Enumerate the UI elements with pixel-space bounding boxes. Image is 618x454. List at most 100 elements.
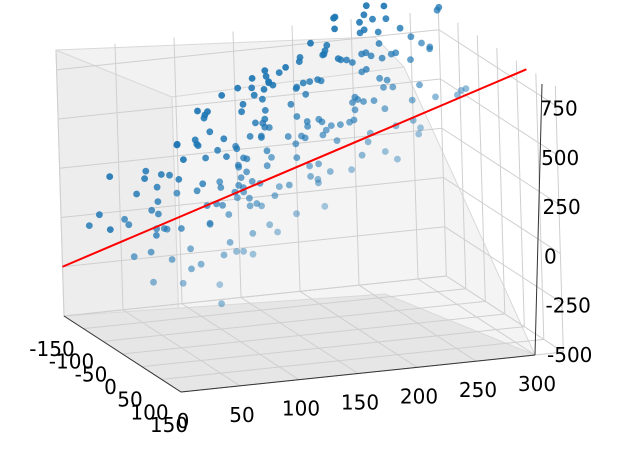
grid-back-x — [496, 48, 506, 315]
data-point — [168, 256, 176, 263]
data-point — [354, 96, 362, 103]
data-point — [315, 160, 322, 168]
data-point — [337, 121, 344, 128]
data-point — [218, 300, 226, 308]
data-point — [351, 106, 359, 114]
grid-left-z — [58, 78, 441, 120]
data-point — [356, 18, 363, 26]
data-point — [432, 93, 439, 101]
data-point — [234, 194, 241, 202]
data-point — [218, 92, 226, 99]
data-point — [148, 206, 156, 214]
fit-line — [62, 68, 527, 268]
data-point — [243, 168, 251, 176]
data-point — [262, 72, 270, 80]
data-point — [250, 91, 258, 99]
grid-back-x — [554, 86, 564, 353]
data-point — [394, 155, 401, 163]
data-point — [319, 131, 327, 139]
data-point — [166, 171, 173, 179]
data-point — [187, 245, 195, 253]
data-point — [364, 138, 372, 146]
data-point — [374, 28, 382, 36]
data-point — [246, 202, 254, 210]
data-point — [307, 39, 314, 47]
grid-left-y — [114, 43, 124, 310]
data-point — [266, 221, 274, 229]
data-point — [383, 76, 391, 84]
data-point — [199, 180, 207, 188]
z-tick-label: 0 — [544, 244, 557, 268]
data-point — [96, 211, 103, 219]
data-point — [106, 173, 114, 181]
grid-floor-x — [161, 338, 544, 380]
y-tick-label: 250 — [459, 378, 497, 402]
data-point — [298, 132, 305, 140]
data-point — [248, 84, 256, 92]
data-point — [408, 96, 416, 104]
data-point — [349, 59, 356, 66]
data-point — [261, 107, 269, 114]
grid-floor-x — [122, 313, 505, 355]
grid-back-x — [457, 22, 467, 289]
data-point — [193, 140, 201, 148]
data-point — [260, 86, 268, 93]
data-point — [217, 184, 225, 191]
grid-floor-y — [240, 297, 359, 374]
grid-back-x — [515, 60, 525, 327]
data-point — [263, 162, 271, 170]
data-point — [200, 114, 208, 122]
data-points — [85, 2, 470, 308]
data-point — [125, 221, 133, 229]
data-point — [258, 132, 265, 140]
data-point — [322, 126, 330, 134]
data-point — [302, 90, 310, 98]
data-point — [248, 178, 256, 185]
data-point — [220, 135, 228, 143]
data-point — [284, 133, 292, 140]
data-point — [265, 79, 273, 87]
data-point — [314, 175, 322, 183]
z-tick-label: 250 — [543, 195, 581, 219]
data-point — [299, 79, 307, 87]
data-point — [454, 91, 461, 99]
data-point — [287, 100, 295, 108]
data-point — [358, 151, 366, 159]
y-tick-label: 200 — [400, 384, 438, 408]
data-point — [259, 95, 266, 103]
data-point — [194, 107, 201, 115]
data-point — [389, 83, 397, 91]
data-point — [173, 140, 181, 148]
data-point — [252, 119, 259, 127]
grid-back-z — [444, 226, 563, 304]
x-tick-label: 0 — [104, 375, 117, 399]
data-point — [216, 178, 224, 186]
data-point — [378, 54, 386, 62]
data-point — [268, 154, 275, 161]
grid-back-x — [437, 10, 447, 277]
grid-back-z — [446, 275, 564, 353]
x-tick-label: -50 — [75, 362, 108, 386]
x-tick-label: 50 — [117, 388, 142, 412]
data-point — [163, 225, 171, 233]
data-point — [407, 56, 414, 63]
data-point — [306, 162, 313, 170]
data-point — [375, 40, 383, 47]
data-point — [130, 253, 138, 260]
data-point — [285, 181, 293, 189]
data-point — [275, 69, 283, 76]
data-point — [106, 226, 114, 234]
data-point — [259, 119, 267, 127]
data-point — [216, 281, 224, 288]
data-point — [153, 232, 160, 239]
data-point — [275, 183, 283, 191]
data-point — [85, 222, 93, 230]
data-point — [323, 41, 331, 49]
data-point — [382, 15, 390, 23]
data-point — [248, 75, 256, 82]
data-point — [188, 265, 195, 273]
data-point — [362, 2, 370, 10]
grid-left-z — [59, 127, 442, 169]
data-point — [121, 215, 128, 223]
